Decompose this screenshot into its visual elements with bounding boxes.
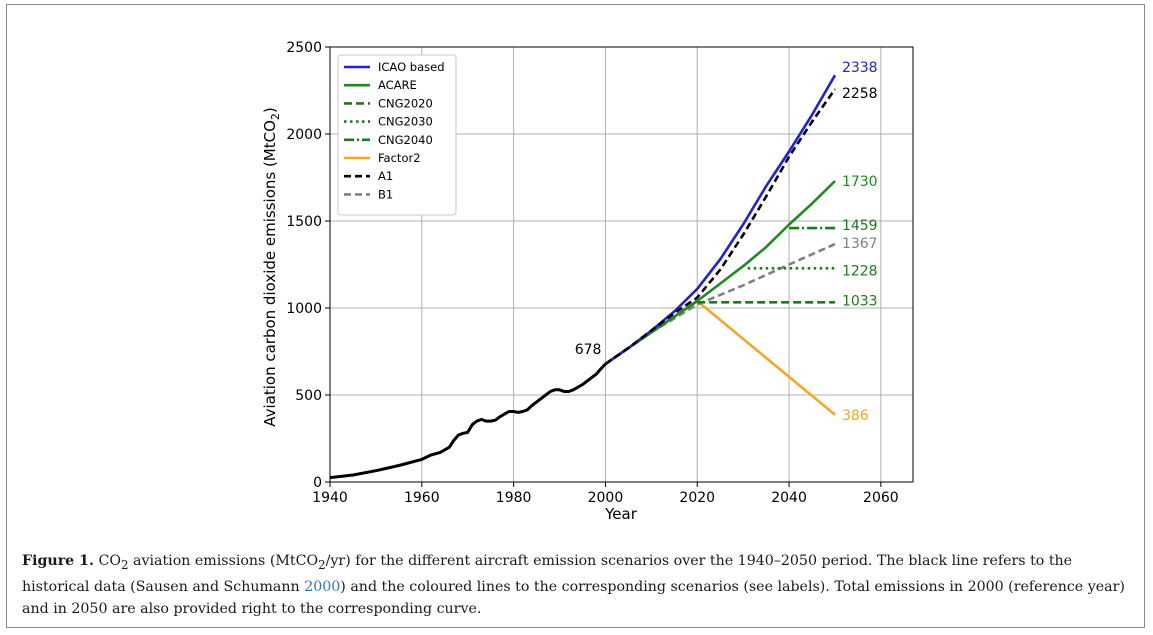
value-annotations: 678 2338 2258 1730 1459 1367 1228 1033 386 bbox=[575, 60, 878, 424]
caption-part-2: /yr) for the different aircraft emission… bbox=[22, 553, 1073, 595]
legend-entry: Factor2 bbox=[378, 151, 421, 165]
legend-entry: ICAO based bbox=[378, 60, 445, 74]
y-tick-label: 2000 bbox=[286, 127, 322, 143]
y-tick-label: 2500 bbox=[286, 40, 322, 56]
legend-entry: CNG2030 bbox=[378, 115, 433, 129]
y-axis-label-end: ) bbox=[261, 107, 279, 113]
series-line-acare bbox=[604, 180, 836, 366]
annotation-1367: 1367 bbox=[842, 236, 878, 252]
annotation-678: 678 bbox=[575, 342, 602, 358]
y-tick-label: 1000 bbox=[286, 301, 322, 317]
series-layer bbox=[329, 74, 837, 480]
plot-area bbox=[329, 46, 914, 483]
emissions-chart: 1940 1960 1980 2000 2020 2040 2060 0 500 1000 1500… bbox=[261, 40, 914, 523]
legend-entry: CNG2020 bbox=[378, 96, 433, 110]
x-tick-label: 2040 bbox=[771, 490, 807, 506]
series-line-historical bbox=[329, 362, 607, 480]
figure-caption: Figure 1. CO2 aviation emissions (MtCO2/… bbox=[22, 550, 1144, 620]
annotation-2258: 2258 bbox=[842, 86, 878, 102]
annotation-386: 386 bbox=[842, 408, 869, 424]
annotation-1459: 1459 bbox=[842, 218, 878, 234]
x-tick-label: 1960 bbox=[404, 490, 440, 506]
series-line-factor2 bbox=[604, 299, 836, 416]
series-line-a1 bbox=[604, 88, 837, 366]
y-axis-label: Aviation carbon dioxide emissions (MtCO2… bbox=[261, 107, 282, 427]
legend-entry: CNG2040 bbox=[378, 133, 433, 147]
caption-label: Figure 1. bbox=[22, 553, 94, 569]
x-tick-label: 1940 bbox=[312, 490, 348, 506]
caption-part-3: ) and the coloured lines to the correspo… bbox=[22, 578, 1125, 617]
caption-sub-1: 2 bbox=[120, 557, 129, 572]
annotation-1730: 1730 bbox=[842, 174, 878, 190]
y-tick-label: 0 bbox=[313, 475, 322, 491]
caption-part-1: aviation emissions (MtCO bbox=[128, 553, 319, 569]
x-axis-label: Year bbox=[604, 505, 638, 523]
y-tick-label: 1500 bbox=[286, 214, 322, 230]
caption-citation-link[interactable]: 2000 bbox=[304, 578, 341, 595]
annotation-2338: 2338 bbox=[842, 60, 878, 76]
series-line-b1 bbox=[604, 242, 836, 366]
figure-frame: 1940 1960 1980 2000 2020 2040 2060 0 500 1000 1500… bbox=[6, 4, 1145, 628]
axis-ticks: 1940 1960 1980 2000 2020 2040 2060 0 500 1000 1500… bbox=[286, 40, 898, 506]
legend: ICAO based ACARE CNG2020 CNG2030 CNG2040 Fact… bbox=[337, 54, 457, 216]
legend-entry: ACARE bbox=[378, 78, 417, 92]
caption-co2: CO bbox=[93, 553, 121, 569]
x-tick-label: 2000 bbox=[588, 490, 624, 506]
y-tick-label: 500 bbox=[295, 388, 322, 404]
annotation-1033: 1033 bbox=[842, 293, 878, 309]
caption-sub-2: 2 bbox=[318, 557, 326, 572]
legend-entry: A1 bbox=[378, 169, 393, 183]
annotation-1228: 1228 bbox=[842, 263, 878, 279]
x-tick-label: 2020 bbox=[679, 490, 715, 506]
x-tick-label: 1980 bbox=[496, 490, 532, 506]
y-axis-label-sub: 2 bbox=[269, 113, 282, 120]
y-axis-label-main: Aviation carbon dioxide emissions (MtCO bbox=[261, 120, 279, 427]
x-tick-label: 2060 bbox=[863, 490, 899, 506]
legend-entry: B1 bbox=[378, 187, 393, 201]
